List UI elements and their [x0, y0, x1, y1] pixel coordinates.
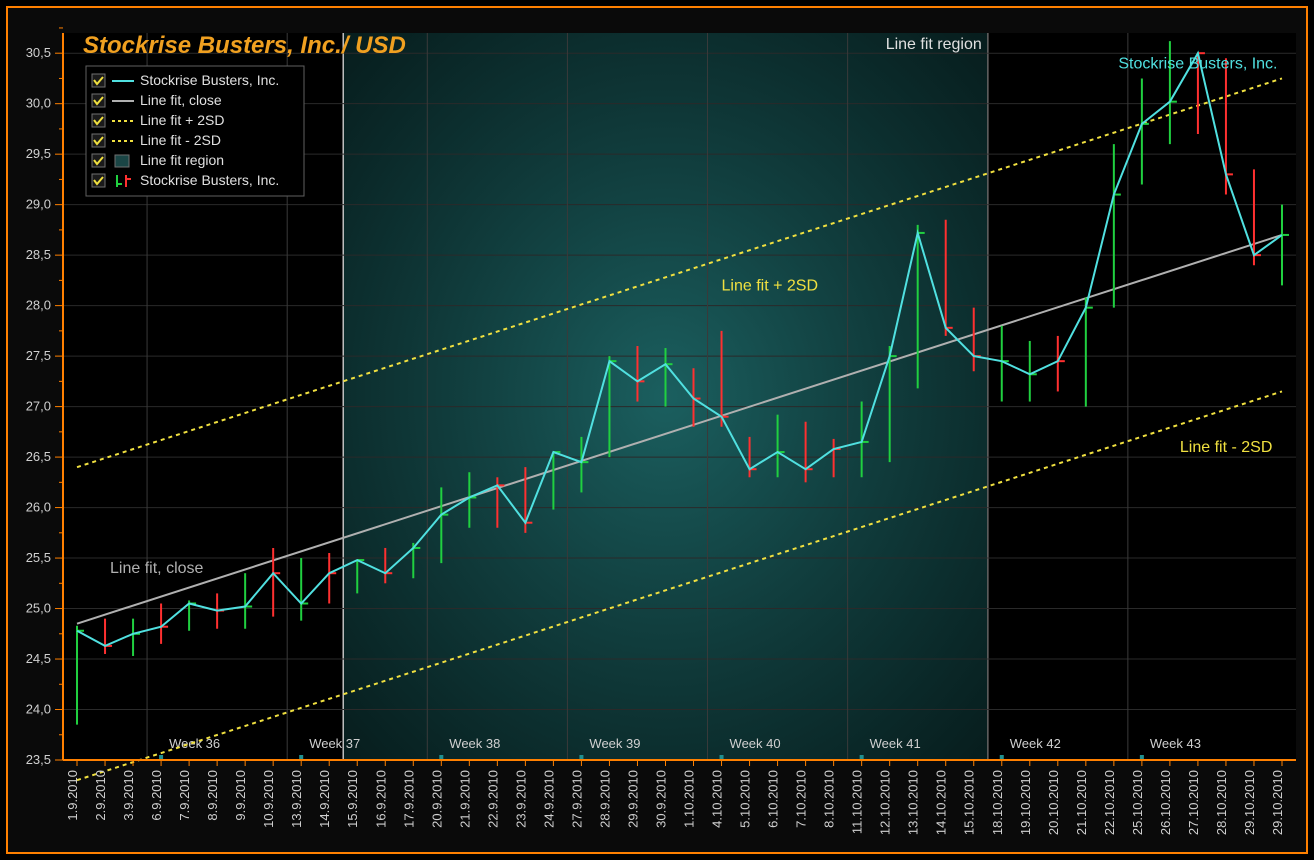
x-tick-label: 26.10.2010	[1158, 770, 1173, 835]
x-tick-label: 13.10.2010	[906, 770, 921, 835]
x-tick-label: 4.10.2010	[710, 770, 725, 828]
x-tick-label: 29.9.2010	[625, 770, 640, 828]
label-line-fit-region: Line fit region	[886, 36, 982, 53]
x-tick-label: 29.10.2010	[1270, 770, 1285, 835]
y-tick-label: 24,5	[26, 651, 51, 666]
legend-item-label[interactable]: Stockrise Busters, Inc.	[140, 72, 279, 88]
x-tick-label: 20.10.2010	[1046, 770, 1061, 835]
week-label: Week 40	[730, 736, 781, 751]
y-tick-label: 28,0	[26, 298, 51, 313]
x-tick-label: 19.10.2010	[1018, 770, 1033, 835]
x-tick-label: 30.9.2010	[653, 770, 668, 828]
y-tick-label: 27,5	[26, 348, 51, 363]
x-tick-label: 21.10.2010	[1074, 770, 1089, 835]
y-tick-label: 24,0	[26, 702, 51, 717]
x-tick-label: 24.9.2010	[541, 770, 556, 828]
x-tick-label: 15.10.2010	[962, 770, 977, 835]
week-label: Week 39	[589, 736, 640, 751]
x-tick-label: 12.10.2010	[878, 770, 893, 835]
x-tick-label: 9.9.2010	[233, 770, 248, 821]
x-tick-label: 20.9.2010	[429, 770, 444, 828]
x-tick-label: 28.10.2010	[1214, 770, 1229, 835]
y-tick-label: 30,0	[26, 96, 51, 111]
y-tick-label: 28,5	[26, 247, 51, 262]
chart-title: Stockrise Busters, Inc./ USD	[83, 32, 406, 59]
x-tick-label: 2.9.2010	[93, 770, 108, 821]
x-tick-label: 6.10.2010	[766, 770, 781, 828]
x-tick-label: 18.10.2010	[990, 770, 1005, 835]
x-tick-label: 23.9.2010	[513, 770, 528, 828]
x-tick-label: 27.10.2010	[1186, 770, 1201, 835]
x-tick-label: 7.10.2010	[794, 770, 809, 828]
y-tick-label: 26,5	[26, 449, 51, 464]
x-tick-label: 27.9.2010	[569, 770, 584, 828]
legend-item-label[interactable]: Line fit - 2SD	[140, 132, 221, 148]
label-series: Stockrise Busters, Inc.	[1118, 55, 1277, 72]
y-tick-label: 27,0	[26, 399, 51, 414]
x-tick-label: 15.9.2010	[345, 770, 360, 828]
x-tick-label: 1.10.2010	[682, 770, 697, 828]
label-line-fit-minus: Line fit - 2SD	[1180, 439, 1272, 456]
y-tick-label: 23,5	[26, 752, 51, 767]
x-tick-label: 22.9.2010	[485, 770, 500, 828]
x-tick-label: 11.10.2010	[850, 770, 865, 834]
x-tick-label: 14.9.2010	[317, 770, 332, 828]
label-line-fit-plus: Line fit + 2SD	[722, 277, 819, 294]
legend-item-label[interactable]: Stockrise Busters, Inc.	[140, 172, 279, 188]
x-tick-label: 14.10.2010	[934, 770, 949, 835]
x-tick-label: 29.10.2010	[1242, 770, 1257, 835]
x-tick-label: 8.9.2010	[205, 770, 220, 821]
x-tick-label: 10.9.2010	[261, 770, 276, 828]
x-tick-label: 28.9.2010	[597, 770, 612, 828]
legend-item-label[interactable]: Line fit, close	[140, 92, 222, 108]
chart-svg[interactable]: Week 36Week 37Week 38Week 39Week 40Week …	[8, 8, 1306, 852]
x-tick-label: 6.9.2010	[149, 770, 164, 821]
legend-item-label[interactable]: Line fit + 2SD	[140, 112, 224, 128]
y-tick-label: 29,0	[26, 197, 51, 212]
y-tick-label: 29,5	[26, 146, 51, 161]
week-label: Week 41	[870, 736, 921, 751]
chart-container: Week 36Week 37Week 38Week 39Week 40Week …	[6, 6, 1308, 854]
x-tick-label: 5.10.2010	[738, 770, 753, 828]
y-tick-label: 26,0	[26, 500, 51, 515]
legend-item-label[interactable]: Line fit region	[140, 152, 224, 168]
x-tick-label: 17.9.2010	[401, 770, 416, 828]
week-label: Week 42	[1010, 736, 1061, 751]
x-tick-label: 7.9.2010	[177, 770, 192, 821]
x-tick-label: 25.10.2010	[1130, 770, 1145, 835]
y-tick-label: 25,5	[26, 550, 51, 565]
week-label: Week 38	[449, 736, 500, 751]
y-tick-label: 25,0	[26, 601, 51, 616]
x-tick-label: 3.9.2010	[121, 770, 136, 821]
x-tick-label: 1.9.2010	[65, 770, 80, 821]
x-tick-label: 13.9.2010	[289, 770, 304, 828]
y-tick-label: 30,5	[26, 45, 51, 60]
x-tick-label: 22.10.2010	[1102, 770, 1117, 835]
label-line-fit-close: Line fit, close	[110, 560, 203, 577]
week-label: Week 37	[309, 736, 360, 751]
week-label: Week 43	[1150, 736, 1201, 751]
x-tick-label: 21.9.2010	[457, 770, 472, 828]
x-tick-label: 8.10.2010	[822, 770, 837, 828]
x-tick-label: 16.9.2010	[373, 770, 388, 828]
